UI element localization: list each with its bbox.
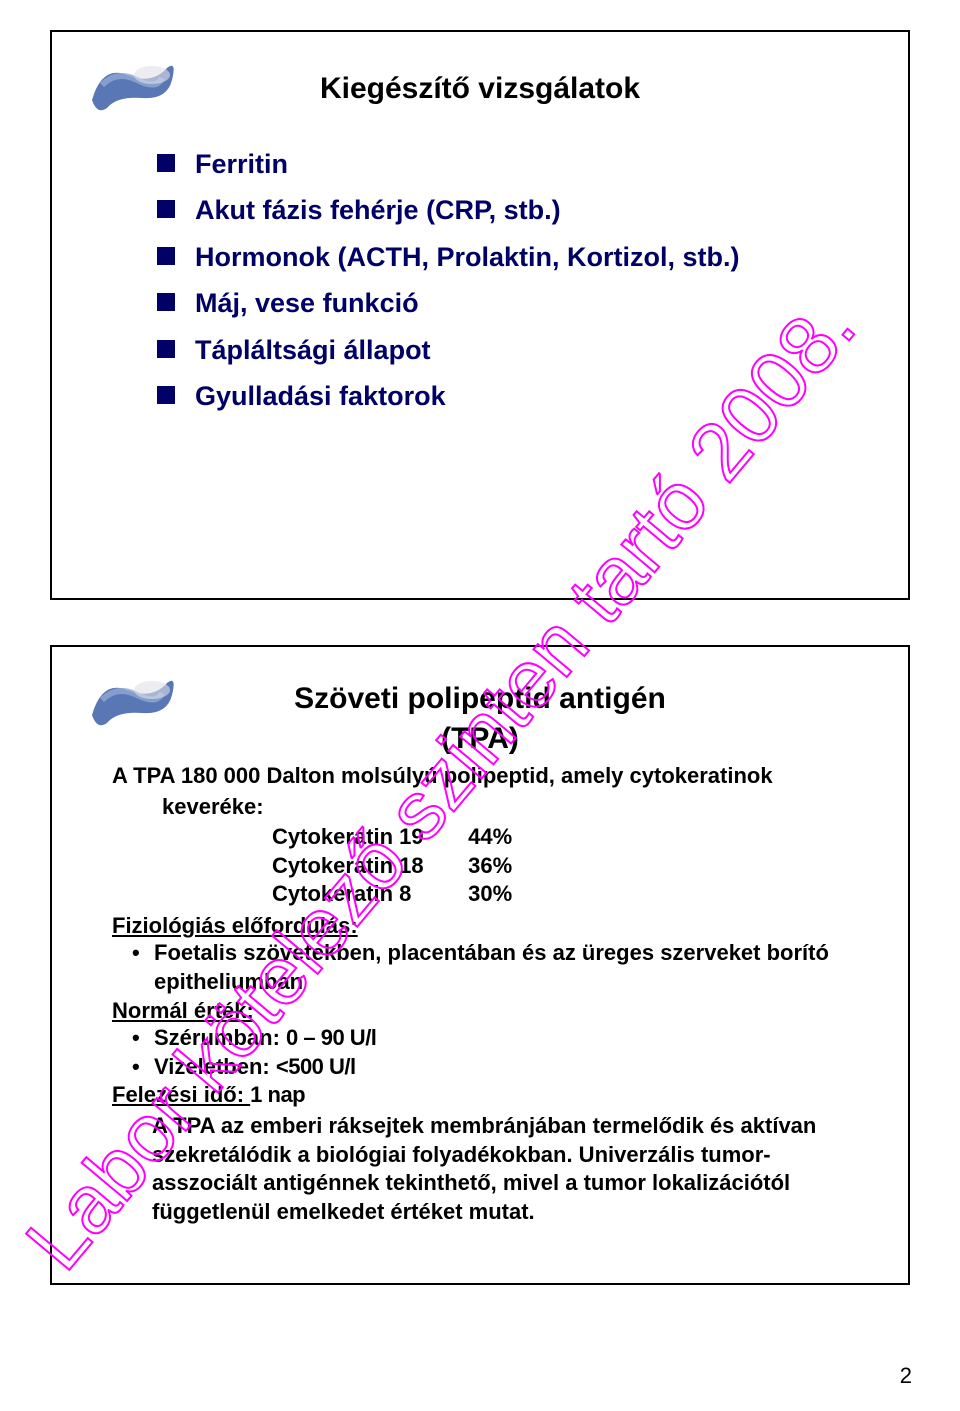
item-value: <500 U/l [276,1054,356,1079]
cytokeratin-name: Cytokeratin 19 [272,823,462,852]
bullet-item: Gyulladási faktorok [157,378,868,414]
cytokeratin-value: 36% [468,852,512,881]
cytokeratin-value: 30% [468,880,512,909]
bullet-item: Tápláltsági állapot [157,332,868,368]
section-3: Felezési idő: 1 nap [92,1081,868,1110]
bullet-item: Hormonok (ACTH, Prolaktin, Kortizol, stb… [157,239,868,275]
page-number: 2 [900,1363,912,1389]
cytokeratin-name: Cytokeratin 18 [272,852,462,881]
cytokeratin-list: Cytokeratin 19 44% Cytokeratin 18 36% Cy… [92,823,868,909]
slide-2: Szöveti polipeptid antigén (TPA) A TPA 1… [50,645,910,1285]
bullet-item: Máj, vese funkció [157,285,868,321]
section-heading-1: Fiziológiás előfordulás: [92,913,868,939]
item-prefix: Vizeletben: [154,1054,276,1079]
slide-2-title-1: Szöveti polipeptid antigén [92,682,868,716]
slide-1-bullets: Ferritin Akut fázis fehérje (CRP, stb.) … [92,146,868,415]
paragraph: A TPA az emberi ráksejtek membránjában t… [92,1112,868,1226]
slide-2-title-2: (TPA) [92,722,868,756]
cytokeratin-value: 44% [468,823,512,852]
list-item: Vizeletben: <500 U/l [132,1053,868,1082]
logo-icon [82,665,182,735]
section-1-list: Foetalis szövetekben, placentában és az … [92,939,868,996]
section-heading-2: Normál érték: [92,998,868,1024]
intro-line-1: A TPA 180 000 Dalton molsúlyú polipeptid… [92,762,868,791]
item-value: 0 – 90 U/l [286,1025,376,1050]
intro-line-2: keveréke: [92,793,868,822]
item-prefix: Szérumban: [154,1025,286,1050]
cytokeratin-row: Cytokeratin 8 30% [272,880,868,909]
list-item: Foetalis szövetekben, placentában és az … [132,939,868,996]
section-heading-3: Felezési idő: [112,1082,250,1107]
slide-1: Kiegészítő vizsgálatok Ferritin Akut fáz… [50,30,910,600]
cytokeratin-row: Cytokeratin 19 44% [272,823,868,852]
cytokeratin-row: Cytokeratin 18 36% [272,852,868,881]
bullet-item: Akut fázis fehérje (CRP, stb.) [157,192,868,228]
cytokeratin-name: Cytokeratin 8 [272,880,462,909]
list-item: Szérumban: 0 – 90 U/l [132,1024,868,1053]
logo-icon [82,50,182,120]
section-3-value: 1 nap [250,1082,305,1107]
bullet-item: Ferritin [157,146,868,182]
slide-1-title: Kiegészítő vizsgálatok [92,72,868,106]
section-2-list: Szérumban: 0 – 90 U/l Vizeletben: <500 U… [92,1024,868,1081]
